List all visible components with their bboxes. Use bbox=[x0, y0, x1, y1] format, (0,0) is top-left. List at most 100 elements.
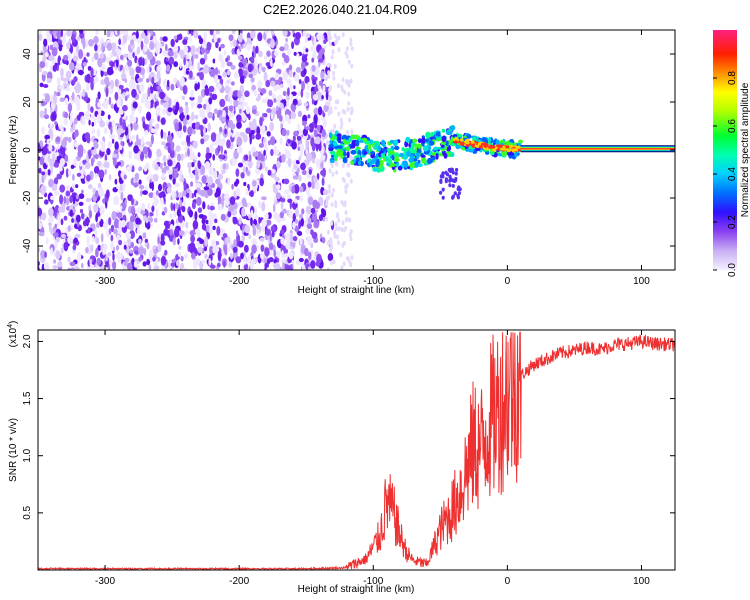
noise-speckle bbox=[276, 160, 281, 169]
signal-core-dot bbox=[498, 144, 503, 148]
signal-speckle bbox=[457, 191, 461, 196]
noise-speckle bbox=[251, 134, 255, 140]
noise-speckle bbox=[178, 106, 184, 114]
noise-speckle bbox=[196, 240, 200, 247]
noise-speckle bbox=[188, 59, 192, 67]
noise-speckle bbox=[164, 249, 168, 256]
noise-speckle bbox=[287, 198, 293, 203]
x-tick-label: 100 bbox=[633, 276, 650, 287]
signal-speckle bbox=[441, 195, 445, 200]
noise-speckle bbox=[120, 54, 124, 61]
noise-speckle bbox=[323, 104, 330, 113]
noise-speckle bbox=[120, 219, 126, 228]
noise-speckle bbox=[179, 230, 185, 236]
noise-speckle bbox=[90, 243, 94, 253]
noise-speckle bbox=[56, 91, 61, 97]
noise-speckle bbox=[327, 73, 331, 79]
noise-speckle bbox=[248, 159, 253, 169]
signal-core-dot bbox=[465, 143, 470, 147]
noise-speckle bbox=[266, 50, 271, 58]
noise-speckle bbox=[157, 115, 160, 122]
noise-speckle bbox=[56, 173, 62, 180]
noise-speckle bbox=[163, 220, 170, 227]
noise-speckle bbox=[115, 218, 118, 223]
noise-speckle bbox=[238, 217, 242, 225]
noise-speckle bbox=[341, 77, 345, 83]
noise-speckle bbox=[311, 64, 316, 72]
noise-speckle bbox=[307, 181, 312, 188]
noise-speckle bbox=[291, 141, 297, 150]
noise-speckle bbox=[49, 123, 53, 129]
noise-speckle bbox=[220, 43, 225, 49]
noise-speckle bbox=[119, 116, 123, 126]
noise-speckle bbox=[204, 134, 210, 139]
noise-speckle bbox=[263, 31, 267, 41]
noise-speckle bbox=[176, 259, 180, 267]
noise-speckle bbox=[257, 93, 262, 101]
noise-speckle bbox=[349, 78, 353, 84]
noise-speckle bbox=[341, 108, 345, 114]
noise-speckle bbox=[102, 247, 106, 256]
noise-speckle bbox=[137, 138, 142, 146]
noise-speckle bbox=[136, 264, 140, 270]
noise-speckle bbox=[260, 88, 267, 94]
noise-speckle bbox=[230, 65, 236, 70]
noise-speckle bbox=[306, 235, 313, 245]
noise-speckle bbox=[232, 216, 238, 225]
noise-speckle bbox=[217, 251, 222, 262]
noise-speckle bbox=[170, 262, 175, 267]
noise-speckle bbox=[189, 230, 195, 237]
noise-speckle bbox=[122, 121, 127, 130]
noise-speckle bbox=[98, 186, 104, 197]
noise-speckle bbox=[60, 67, 64, 78]
noise-speckle bbox=[129, 215, 136, 223]
noise-speckle bbox=[199, 108, 203, 114]
noise-speckle bbox=[204, 236, 209, 247]
noise-speckle bbox=[339, 124, 343, 130]
noise-speckle bbox=[321, 177, 325, 186]
noise-speckle bbox=[58, 206, 64, 213]
noise-speckle bbox=[95, 247, 99, 258]
noise-speckle bbox=[123, 53, 129, 58]
noise-speckle bbox=[53, 177, 59, 185]
noise-speckle bbox=[190, 235, 196, 243]
noise-speckle bbox=[298, 128, 304, 135]
noise-speckle bbox=[64, 97, 69, 106]
noise-speckle bbox=[84, 162, 91, 170]
noise-speckle bbox=[95, 236, 100, 245]
noise-speckle bbox=[65, 197, 70, 206]
noise-speckle bbox=[176, 208, 181, 217]
noise-speckle bbox=[75, 83, 82, 93]
noise-speckle bbox=[229, 196, 236, 206]
noise-speckle bbox=[193, 114, 199, 120]
colorbar-tick-label: 0.8 bbox=[727, 71, 738, 85]
noise-speckle bbox=[317, 117, 321, 125]
noise-speckle bbox=[285, 241, 291, 250]
noise-speckle bbox=[225, 79, 228, 86]
noise-speckle bbox=[188, 166, 191, 174]
noise-speckle bbox=[150, 128, 156, 134]
noise-speckle bbox=[241, 58, 248, 65]
noise-speckle bbox=[86, 174, 91, 182]
noise-speckle bbox=[313, 114, 318, 125]
noise-speckle bbox=[253, 89, 257, 97]
noise-speckle bbox=[161, 256, 167, 266]
noise-speckle bbox=[38, 156, 41, 161]
noise-speckle bbox=[127, 59, 133, 67]
noise-speckle bbox=[237, 162, 244, 168]
noise-speckle bbox=[128, 140, 133, 146]
noise-speckle bbox=[95, 213, 98, 223]
noise-speckle bbox=[264, 247, 270, 257]
noise-speckle bbox=[131, 165, 135, 172]
noise-speckle bbox=[349, 41, 353, 47]
noise-speckle bbox=[150, 134, 154, 145]
noise-speckle bbox=[52, 264, 58, 270]
noise-speckle bbox=[272, 174, 277, 179]
signal-speckle bbox=[385, 156, 389, 162]
noise-speckle bbox=[110, 126, 113, 135]
signal-speckle bbox=[451, 194, 455, 199]
signal-speckle bbox=[416, 153, 420, 160]
noise-speckle bbox=[194, 156, 198, 161]
noise-speckle bbox=[309, 45, 316, 51]
